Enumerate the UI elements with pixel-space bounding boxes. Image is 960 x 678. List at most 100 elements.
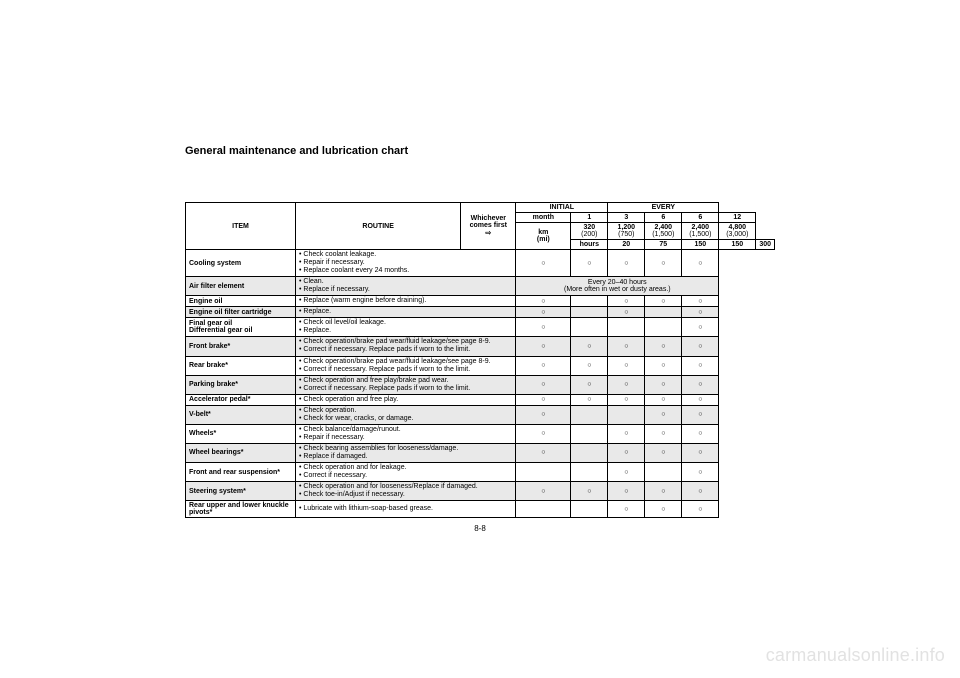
mark: ○ — [682, 318, 719, 337]
item-label: Cooling system — [186, 250, 296, 277]
mark: ○ — [608, 375, 645, 394]
table-row: Cooling system Check coolant leakage.Rep… — [186, 250, 775, 277]
h-h4: 150 — [719, 240, 756, 250]
table-row: Steering system* Check operation and for… — [186, 482, 775, 501]
item-label: Air filter element — [186, 277, 296, 296]
mark: ○ — [571, 337, 608, 356]
mark: ○ — [608, 424, 645, 443]
mark: ○ — [516, 356, 571, 375]
mark: ○ — [608, 463, 645, 482]
item-label: Rear brake* — [186, 356, 296, 375]
mark — [571, 443, 608, 462]
mark: ○ — [608, 356, 645, 375]
mark: ○ — [682, 405, 719, 424]
routine-cell: Check coolant leakage.Repair if necessar… — [296, 250, 516, 277]
col-every: EVERY — [608, 203, 719, 213]
item-label: Engine oil filter cartridge — [186, 307, 296, 318]
watermark-text: carmanualsonline.info — [766, 645, 945, 666]
mark: ○ — [682, 307, 719, 318]
mark: ○ — [682, 375, 719, 394]
mark: ○ — [516, 318, 571, 337]
mark: ○ — [516, 250, 571, 277]
table-row: Accelerator pedal* Check operation and f… — [186, 394, 775, 405]
mark — [571, 296, 608, 307]
page-title: General maintenance and lubrication char… — [185, 145, 775, 157]
mark — [645, 307, 682, 318]
h-h3: 150 — [682, 240, 719, 250]
mark: ○ — [682, 482, 719, 501]
mark: ○ — [682, 463, 719, 482]
mark — [645, 463, 682, 482]
interval-note: Every 20–40 hours(More often in wet or d… — [516, 277, 719, 296]
mark: ○ — [571, 482, 608, 501]
mark: ○ — [608, 337, 645, 356]
whichever-l3: ⇨ — [464, 229, 512, 237]
mark: ○ — [682, 250, 719, 277]
mark: ○ — [645, 375, 682, 394]
mark — [608, 318, 645, 337]
mark: ○ — [516, 424, 571, 443]
mark: ○ — [682, 443, 719, 462]
routine-cell: Check operation and for looseness/Replac… — [296, 482, 516, 501]
table-row: Front and rear suspension* Check operati… — [186, 463, 775, 482]
maintenance-table: ITEM ROUTINE Whichever comes first ⇨ INI… — [185, 202, 775, 518]
table-row: Air filter element Clean.Replace if nece… — [186, 277, 775, 296]
mark: ○ — [682, 356, 719, 375]
table-header-row: ITEM ROUTINE Whichever comes first ⇨ INI… — [186, 203, 775, 213]
item-label: Parking brake* — [186, 375, 296, 394]
routine-cell: Check operation and free play/brake pad … — [296, 375, 516, 394]
mark: ○ — [645, 250, 682, 277]
h-k4: 2,400(1,500) — [682, 223, 719, 240]
h-k2: 1,200(750) — [608, 223, 645, 240]
col-routine: ROUTINE — [296, 203, 461, 250]
item-label: Steering system* — [186, 482, 296, 501]
table-row: Wheel bearings* Check bearing assemblies… — [186, 443, 775, 462]
mark: ○ — [645, 405, 682, 424]
h-m12: 12 — [719, 213, 756, 223]
item-label: Wheel bearings* — [186, 443, 296, 462]
mark — [571, 424, 608, 443]
h-h1: 20 — [608, 240, 645, 250]
h-k5: 4,800(3,000) — [719, 223, 756, 240]
whichever-l1: Whichever — [464, 215, 512, 222]
routine-cell: Replace. — [296, 307, 516, 318]
km-label: km — [519, 229, 567, 236]
h-m6: 6 — [645, 213, 682, 223]
routine-cell: Check balance/damage/runout.Repair if ne… — [296, 424, 516, 443]
mi-label: (mi) — [519, 236, 567, 243]
item-label: V-belt* — [186, 405, 296, 424]
mark: ○ — [516, 443, 571, 462]
routine-cell: Check operation and free play. — [296, 394, 516, 405]
col-km-unit: km (mi) — [516, 223, 571, 250]
mark: ○ — [608, 501, 645, 518]
mark: ○ — [645, 337, 682, 356]
table-row: Final gear oilDifferential gear oil Chec… — [186, 318, 775, 337]
col-hours: hours — [571, 240, 608, 250]
mark: ○ — [608, 296, 645, 307]
mark: ○ — [516, 482, 571, 501]
mark: ○ — [516, 337, 571, 356]
routine-cell: Lubricate with lithium-soap-based grease… — [296, 501, 516, 518]
table-row: V-belt* Check operation.Check for wear, … — [186, 405, 775, 424]
item-label: Front brake* — [186, 337, 296, 356]
h-m6b: 6 — [682, 213, 719, 223]
routine-cell: Check oil level/oil leakage.Replace. — [296, 318, 516, 337]
col-month: month — [516, 213, 571, 223]
mark: ○ — [516, 307, 571, 318]
mark: ○ — [571, 356, 608, 375]
h-k3: 2,400(1,500) — [645, 223, 682, 240]
mark — [516, 501, 571, 518]
mark: ○ — [645, 424, 682, 443]
mark: ○ — [682, 394, 719, 405]
routine-cell: Check bearing assemblies for looseness/d… — [296, 443, 516, 462]
item-label: Engine oil — [186, 296, 296, 307]
item-label: Rear upper and lower knuckle pivots* — [186, 501, 296, 518]
mark: ○ — [645, 443, 682, 462]
mark — [571, 501, 608, 518]
table-row: Engine oil Replace (warm engine before d… — [186, 296, 775, 307]
mark: ○ — [571, 375, 608, 394]
mark: ○ — [682, 337, 719, 356]
h-m3: 3 — [608, 213, 645, 223]
mark — [645, 318, 682, 337]
whichever-l2: comes first — [464, 222, 512, 229]
